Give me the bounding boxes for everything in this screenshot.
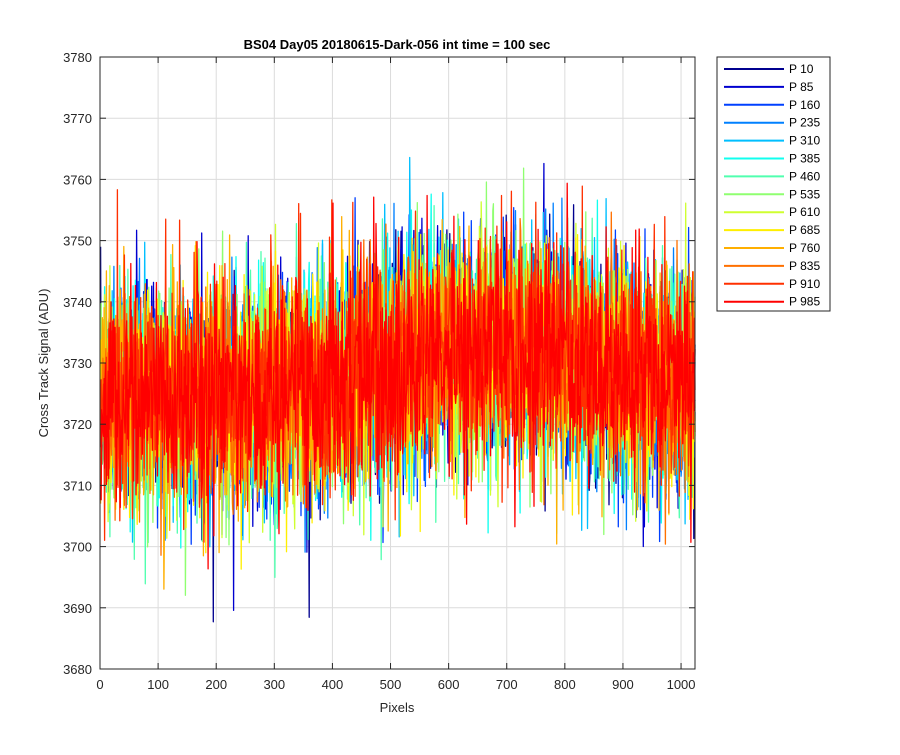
- x-tick-label: 700: [496, 677, 518, 692]
- y-tick-label: 3740: [63, 295, 92, 310]
- legend-label: P 385: [789, 152, 820, 166]
- y-tick-label: 3750: [63, 234, 92, 249]
- y-tick-label: 3780: [63, 50, 92, 65]
- legend-label: P 985: [789, 295, 820, 309]
- legend-label: P 535: [789, 187, 820, 201]
- x-tick-label: 0: [96, 677, 103, 692]
- legend-label: P 685: [789, 223, 820, 237]
- legend-label: P 310: [789, 134, 820, 148]
- legend-label: P 835: [789, 259, 820, 273]
- x-tick-label: 500: [380, 677, 402, 692]
- y-tick-label: 3770: [63, 111, 92, 126]
- x-tick-label: 200: [205, 677, 227, 692]
- legend-box: [716, 56, 831, 312]
- legend-label: P 235: [789, 116, 820, 130]
- y-tick-label: 3690: [63, 601, 92, 616]
- x-tick-label: 600: [438, 677, 460, 692]
- y-tick-label: 3700: [63, 540, 92, 555]
- legend-label: P 160: [789, 98, 820, 112]
- x-tick-label: 100: [147, 677, 169, 692]
- legend-label: P 85: [789, 80, 814, 94]
- legend-label: P 460: [789, 169, 820, 183]
- y-axis-label: Cross Track Signal (ADU): [36, 289, 51, 438]
- y-tick-label: 3720: [63, 417, 92, 432]
- x-axis-label: Pixels: [380, 700, 415, 715]
- y-tick-label: 3710: [63, 478, 92, 493]
- legend-label: P 610: [789, 205, 820, 219]
- legend: P 10 P 85 P 160 P 235 P 310 P 385 P 460 P 535 P …: [716, 56, 831, 312]
- chart-title: BS04 Day05 20180615-Dark-056 int time = …: [244, 37, 551, 52]
- legend-label: P 10: [789, 62, 814, 76]
- x-tick-label: 300: [263, 677, 285, 692]
- series-lines: [99, 156, 696, 623]
- y-tick-label: 3760: [63, 172, 92, 187]
- legend-label: P 910: [789, 277, 820, 291]
- series-line-p985: [99, 182, 696, 570]
- x-tick-label: 800: [554, 677, 576, 692]
- x-axis-ticks: 0 100 200 300 400 500 600 700 800 900 1000: [96, 57, 696, 692]
- y-tick-label: 3730: [63, 356, 92, 371]
- y-axis-ticks: 3680 3690 3700 3710 3720 3730 3740 3750 3760 3770…: [63, 50, 695, 677]
- y-tick-label: 3680: [63, 662, 92, 677]
- x-tick-label: 900: [612, 677, 634, 692]
- x-tick-label: 400: [322, 677, 344, 692]
- legend-label: P 760: [789, 241, 820, 255]
- x-tick-label: 1000: [667, 677, 696, 692]
